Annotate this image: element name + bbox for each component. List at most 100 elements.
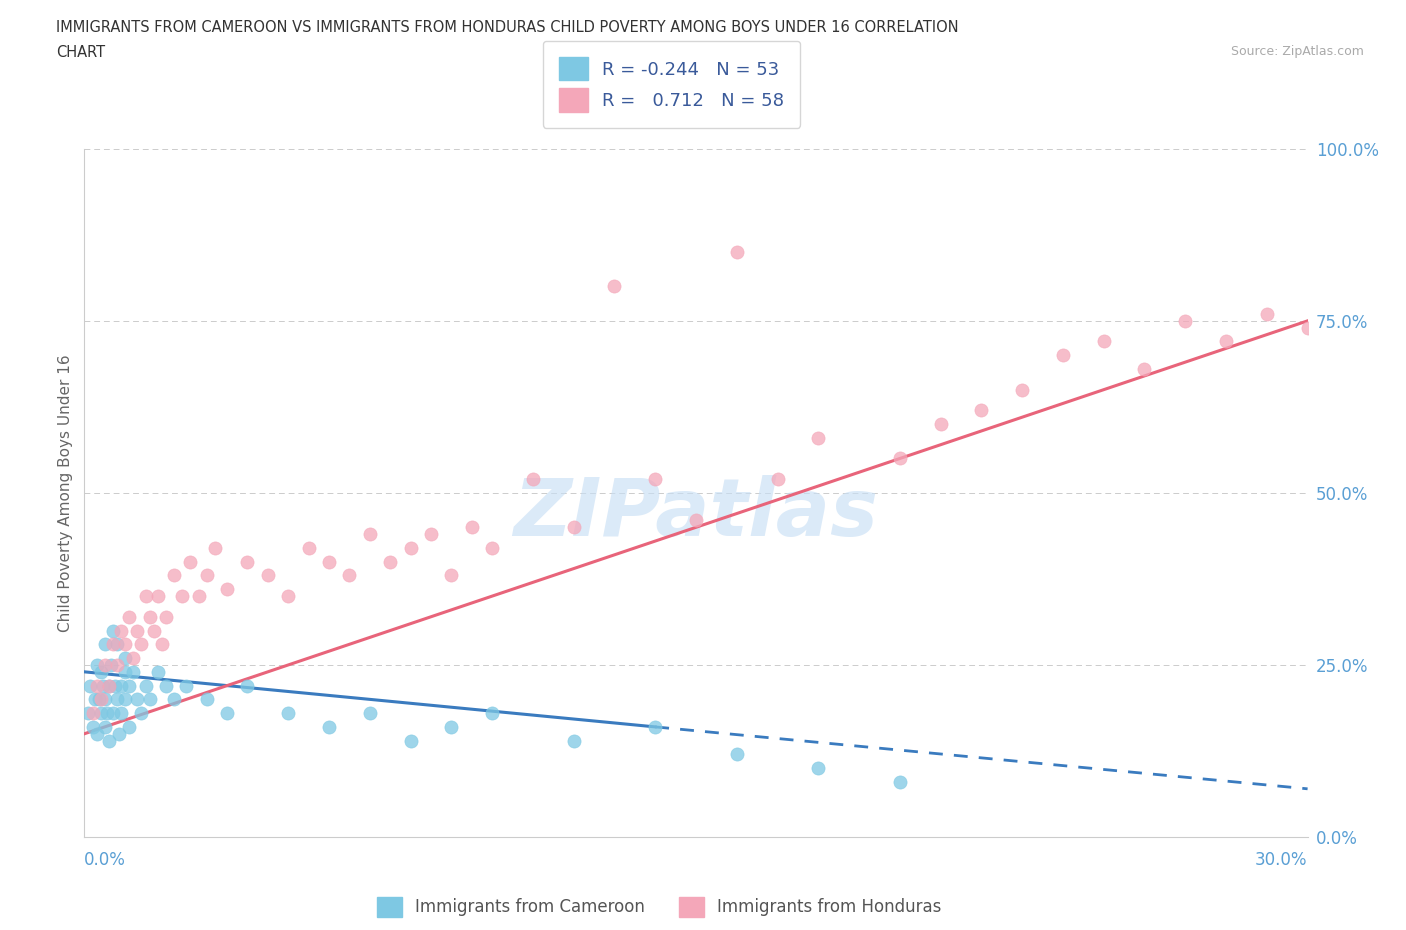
Point xyxy=(138,609,160,624)
Point xyxy=(114,664,136,679)
Point xyxy=(481,540,503,555)
Point xyxy=(93,658,115,672)
Point xyxy=(135,678,157,693)
Point xyxy=(93,720,115,735)
Point xyxy=(1174,313,1197,328)
Point xyxy=(461,520,484,535)
Point xyxy=(110,678,132,693)
Point xyxy=(150,637,173,652)
Point xyxy=(135,589,157,604)
Point xyxy=(399,540,422,555)
Point xyxy=(195,692,218,707)
Point xyxy=(77,706,100,721)
Point xyxy=(399,733,422,748)
Point xyxy=(217,706,239,721)
Point xyxy=(86,678,108,693)
Point xyxy=(1011,382,1033,397)
Point xyxy=(807,761,830,776)
Point xyxy=(318,554,340,569)
Point xyxy=(108,726,131,741)
Point xyxy=(114,651,136,666)
Point xyxy=(481,706,503,721)
Point xyxy=(101,623,124,638)
Point xyxy=(83,692,105,707)
Point xyxy=(122,651,145,666)
Point xyxy=(1052,348,1074,363)
Point xyxy=(127,623,149,638)
Point xyxy=(277,589,299,604)
Point xyxy=(277,706,299,721)
Point xyxy=(217,582,239,597)
Text: IMMIGRANTS FROM CAMEROON VS IMMIGRANTS FROM HONDURAS CHILD POVERTY AMONG BOYS UN: IMMIGRANTS FROM CAMEROON VS IMMIGRANTS F… xyxy=(56,20,959,35)
Point xyxy=(127,692,149,707)
Point xyxy=(131,637,153,652)
Point xyxy=(131,706,153,721)
Point xyxy=(155,609,177,624)
Point xyxy=(187,589,209,604)
Point xyxy=(82,720,104,735)
Point xyxy=(96,706,118,721)
Point xyxy=(97,733,120,748)
Point xyxy=(766,472,789,486)
Point xyxy=(97,678,120,693)
Point xyxy=(236,554,259,569)
Point xyxy=(359,526,381,541)
Point xyxy=(359,706,381,721)
Point xyxy=(318,720,340,735)
Point xyxy=(114,637,136,652)
Point xyxy=(105,658,128,672)
Point xyxy=(90,692,112,707)
Point xyxy=(142,623,165,638)
Point xyxy=(644,720,666,735)
Point xyxy=(889,451,911,466)
Point xyxy=(110,706,132,721)
Point xyxy=(562,733,585,748)
Point xyxy=(118,678,141,693)
Point xyxy=(603,279,626,294)
Point xyxy=(146,589,169,604)
Point xyxy=(562,520,585,535)
Point xyxy=(101,706,124,721)
Point xyxy=(440,720,463,735)
Point xyxy=(93,637,115,652)
Point xyxy=(420,526,443,541)
Point xyxy=(138,692,160,707)
Point xyxy=(87,692,110,707)
Point xyxy=(105,692,128,707)
Point xyxy=(172,589,194,604)
Text: CHART: CHART xyxy=(56,45,105,60)
Point xyxy=(105,637,128,652)
Point xyxy=(1256,307,1278,322)
Text: 0.0%: 0.0% xyxy=(84,851,127,869)
Point xyxy=(93,692,115,707)
Point xyxy=(114,692,136,707)
Point xyxy=(522,472,544,486)
Point xyxy=(1133,362,1156,377)
Point xyxy=(118,720,141,735)
Point xyxy=(195,568,218,583)
Point xyxy=(440,568,463,583)
Point xyxy=(91,678,114,693)
Point xyxy=(97,678,120,693)
Text: 30.0%: 30.0% xyxy=(1256,851,1308,869)
Point xyxy=(82,706,104,721)
Point xyxy=(644,472,666,486)
Point xyxy=(685,513,707,528)
Point xyxy=(889,775,911,790)
Point xyxy=(90,706,112,721)
Point xyxy=(155,678,177,693)
Point xyxy=(970,403,993,418)
Point xyxy=(1215,334,1237,349)
Point xyxy=(79,678,101,693)
Point xyxy=(725,245,748,259)
Point xyxy=(725,747,748,762)
Text: Source: ZipAtlas.com: Source: ZipAtlas.com xyxy=(1230,45,1364,58)
Point xyxy=(90,664,112,679)
Point xyxy=(118,609,141,624)
Point xyxy=(110,623,132,638)
Point xyxy=(380,554,402,569)
Point xyxy=(163,692,186,707)
Point xyxy=(298,540,321,555)
Y-axis label: Child Poverty Among Boys Under 16: Child Poverty Among Boys Under 16 xyxy=(58,354,73,631)
Point xyxy=(86,658,108,672)
